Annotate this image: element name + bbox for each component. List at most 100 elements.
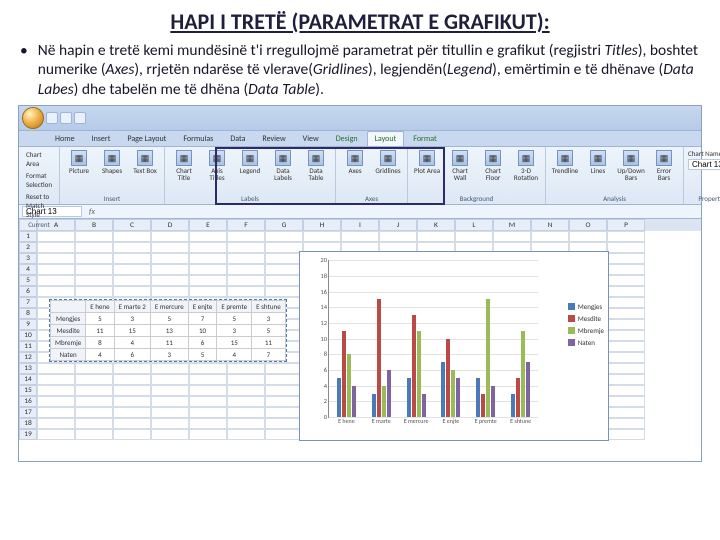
analysis-error-bars-button[interactable]: ▦Error Bars xyxy=(649,149,679,182)
row-header-16[interactable]: 16 xyxy=(19,396,37,407)
bar[interactable] xyxy=(417,331,421,417)
bar[interactable] xyxy=(516,378,520,417)
row-header-19[interactable]: 19 xyxy=(19,429,37,440)
col-header-H[interactable]: H xyxy=(303,219,341,231)
bar[interactable] xyxy=(491,386,495,417)
tab-home[interactable]: Home xyxy=(47,131,83,146)
tab-formulas[interactable]: Formulas xyxy=(175,131,221,146)
bar[interactable] xyxy=(511,394,515,418)
bar[interactable] xyxy=(377,299,381,417)
col-header-D[interactable]: D xyxy=(151,219,189,231)
labels-data-labels-button[interactable]: ▦Data Labels xyxy=(268,149,298,182)
col-header-K[interactable]: K xyxy=(417,219,455,231)
col-header-G[interactable]: G xyxy=(265,219,303,231)
tab-insert[interactable]: Insert xyxy=(84,131,119,146)
row-header-6[interactable]: 6 xyxy=(19,286,37,297)
bar[interactable] xyxy=(407,378,411,417)
bg-3-d-rotation-button[interactable]: ▦3-D Rotation xyxy=(511,149,541,182)
analysis-lines-button[interactable]: ▦Lines xyxy=(583,149,613,175)
legend-item: Mengjes xyxy=(568,302,604,311)
col-header-M[interactable]: M xyxy=(493,219,531,231)
bg-chart-wall-button[interactable]: ▦Chart Wall xyxy=(445,149,475,182)
format-selection-button[interactable]: Format Selection xyxy=(23,170,55,190)
legend-item: Mesdite xyxy=(568,314,604,323)
labels-axis-titles-button[interactable]: ▦Axis Titles xyxy=(202,149,232,182)
qat-save-icon[interactable] xyxy=(46,112,58,124)
qat-undo-icon[interactable] xyxy=(60,112,72,124)
axes-gridlines-button[interactable]: ▦Gridlines xyxy=(373,149,403,175)
row-header-9[interactable]: 9 xyxy=(19,319,37,330)
col-header-L[interactable]: L xyxy=(455,219,493,231)
row-header-3[interactable]: 3 xyxy=(19,253,37,264)
col-header-P[interactable]: P xyxy=(607,219,645,231)
row-header-4[interactable]: 4 xyxy=(19,264,37,275)
tab-view[interactable]: View xyxy=(295,131,327,146)
row-header-13[interactable]: 13 xyxy=(19,363,37,374)
tab-design[interactable]: Design xyxy=(328,131,366,146)
labels-chart-title-button[interactable]: ▦Chart Title xyxy=(169,149,199,182)
office-button[interactable] xyxy=(22,107,44,129)
row-header-5[interactable]: 5 xyxy=(19,275,37,286)
row-header-7[interactable]: 7 xyxy=(19,297,37,308)
analysis-trendline-button[interactable]: ▦Trendline xyxy=(550,149,580,175)
shapes-icon: ▦ xyxy=(104,150,120,166)
insert-text-box-button[interactable]: ▦Text Box xyxy=(130,149,160,175)
bar[interactable] xyxy=(486,299,490,417)
qat-redo-icon[interactable] xyxy=(74,112,86,124)
bar[interactable] xyxy=(526,362,530,417)
chart-area-selector[interactable]: Chart Area xyxy=(23,149,55,169)
reset-style-button[interactable]: Reset to Match Style xyxy=(23,191,55,220)
bar[interactable] xyxy=(446,339,450,418)
col-header-J[interactable]: J xyxy=(379,219,417,231)
chart-name-input[interactable] xyxy=(688,159,720,170)
row-header-11[interactable]: 11 xyxy=(19,341,37,352)
bar[interactable] xyxy=(412,315,416,417)
insert-shapes-button[interactable]: ▦Shapes xyxy=(97,149,127,175)
tab-format[interactable]: Format xyxy=(405,131,444,146)
row-header-17[interactable]: 17 xyxy=(19,407,37,418)
col-header-O[interactable]: O xyxy=(569,219,607,231)
bar[interactable] xyxy=(441,362,445,417)
col-header-E[interactable]: E xyxy=(189,219,227,231)
row-header-18[interactable]: 18 xyxy=(19,418,37,429)
bar[interactable] xyxy=(521,331,525,417)
row-header-1[interactable]: 1 xyxy=(19,231,37,242)
col-header-I[interactable]: I xyxy=(341,219,379,231)
bar[interactable] xyxy=(451,370,455,417)
row-header-10[interactable]: 10 xyxy=(19,330,37,341)
bar[interactable] xyxy=(456,378,460,417)
labels-legend-button[interactable]: ▦Legend xyxy=(235,149,265,175)
bar[interactable] xyxy=(382,386,386,417)
col-header-N[interactable]: N xyxy=(531,219,569,231)
bar[interactable] xyxy=(337,378,341,417)
tab-review[interactable]: Review xyxy=(254,131,293,146)
row-header-2[interactable]: 2 xyxy=(19,242,37,253)
row-header-15[interactable]: 15 xyxy=(19,385,37,396)
bar[interactable] xyxy=(347,354,351,417)
tab-layout[interactable]: Layout xyxy=(367,131,405,146)
insert-picture-button[interactable]: ▦Picture xyxy=(64,149,94,175)
bar[interactable] xyxy=(481,394,485,418)
row-header-14[interactable]: 14 xyxy=(19,374,37,385)
fx-icon[interactable]: fx xyxy=(89,207,95,217)
lines-icon: ▦ xyxy=(590,150,606,166)
tab-page-layout[interactable]: Page Layout xyxy=(119,131,174,146)
bar[interactable] xyxy=(387,370,391,417)
row-header-8[interactable]: 8 xyxy=(19,308,37,319)
bar[interactable] xyxy=(422,394,426,418)
analysis-up-down-bars-button[interactable]: ▦Up/Down Bars xyxy=(616,149,646,182)
axes-axes-button[interactable]: ▦Axes xyxy=(340,149,370,175)
col-header-B[interactable]: B xyxy=(75,219,113,231)
bar[interactable] xyxy=(372,394,376,418)
bg-plot-area-button[interactable]: ▦Plot Area xyxy=(412,149,442,175)
chart-object[interactable]: 02468101214161820E heneE marteE mercureE… xyxy=(299,251,609,441)
bg-chart-floor-button[interactable]: ▦Chart Floor xyxy=(478,149,508,182)
bar[interactable] xyxy=(476,378,480,417)
col-header-C[interactable]: C xyxy=(113,219,151,231)
row-header-12[interactable]: 12 xyxy=(19,352,37,363)
tab-data[interactable]: Data xyxy=(222,131,253,146)
col-header-F[interactable]: F xyxy=(227,219,265,231)
bar[interactable] xyxy=(342,331,346,417)
labels-data-table-button[interactable]: ▦Data Table xyxy=(301,149,331,182)
bar[interactable] xyxy=(352,386,356,417)
